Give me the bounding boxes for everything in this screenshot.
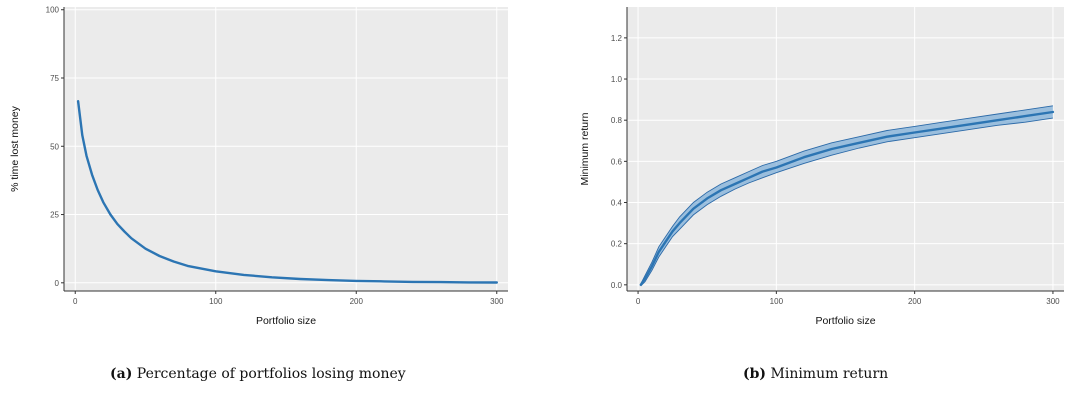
y-tick-label: 0.2 (611, 240, 623, 249)
confidence-band (640, 105, 1053, 286)
x-tick-label: 200 (908, 297, 922, 306)
y-tick-label: 100 (46, 6, 60, 15)
plot-panel (64, 7, 508, 291)
x-axis-title: Portfolio size (815, 315, 875, 327)
chart-percent-lost-money: 0 25 50 75 100 0 100 200 300 Portfolio size % time… (9, 6, 508, 327)
y-tick-label: 0.6 (611, 157, 623, 166)
y-tick-label: 25 (50, 211, 59, 220)
x-tick-label: 100 (209, 297, 223, 306)
y-axis-title: Minimum return (579, 112, 591, 185)
y-tick-label: 1.2 (611, 34, 623, 43)
y-tick-label: 0 (55, 279, 60, 288)
band-upper-edge (640, 105, 1053, 285)
caption-b-label: (b) (743, 366, 767, 382)
chart-minimum-return: 0.0 0.2 0.4 0.6 0.8 1.0 1.2 0 100 200 300 Portfolio… (579, 7, 1064, 327)
series-0 (639, 105, 1055, 287)
x-tick-label: 0 (73, 297, 78, 306)
series-line (76, 100, 498, 284)
x-axis-title: Portfolio size (256, 315, 316, 327)
caption-a: (a) Percentage of portfolios losing mone… (110, 366, 406, 382)
y-tick-label: 50 (50, 142, 59, 151)
x-tick-label: 100 (770, 297, 784, 306)
band-lower-edge (640, 117, 1053, 287)
x-tick-label: 300 (490, 297, 504, 306)
caption-b: (b) Minimum return (743, 366, 888, 382)
series-0 (76, 100, 498, 284)
x-tick-label: 200 (350, 297, 364, 306)
x-tick-label: 300 (1046, 297, 1060, 306)
caption-b-text: Minimum return (770, 366, 889, 382)
y-axis-title: % time lost money (9, 105, 21, 192)
y-tick-label: 1.0 (611, 75, 623, 84)
y-tick-label: 0.4 (611, 199, 623, 208)
y-tick-label: 0.8 (611, 116, 623, 125)
y-tick-label: 75 (50, 74, 59, 83)
x-tick-label: 0 (636, 297, 641, 306)
y-tick-label: 0.0 (611, 281, 623, 290)
series-line (639, 110, 1055, 286)
caption-a-label: (a) (110, 366, 133, 382)
caption-a-text: Percentage of portfolios losing money (136, 366, 406, 382)
